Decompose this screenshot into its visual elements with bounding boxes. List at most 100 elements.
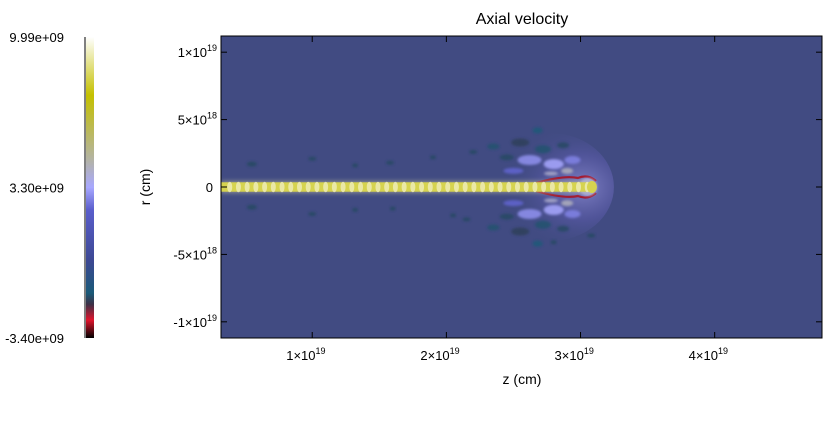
colorbar-labels: 9.99e+09 3.30e+09 -3.40e+09 (5, 30, 64, 346)
bow-shock (535, 189, 597, 199)
eddy (557, 142, 570, 149)
colorbar-tick-label: 3.30e+09 (9, 180, 64, 195)
jet-knot (549, 181, 555, 193)
jet-knot (436, 181, 442, 193)
eddy (561, 167, 574, 174)
jet-knot (541, 181, 547, 193)
jet-knot (462, 181, 468, 193)
y-tick-label: 5×1018 (178, 111, 217, 128)
colorbar-tick-label: -3.40e+09 (5, 331, 64, 346)
eddy (499, 154, 514, 161)
y-tick-label: 0 (206, 180, 213, 195)
eddy (246, 204, 257, 210)
jet-knot (401, 181, 407, 193)
jet-knot (384, 181, 390, 193)
x-tick-label: 2×1019 (420, 346, 459, 363)
x-tick-label: 4×1019 (689, 346, 728, 363)
jet-knot (279, 181, 285, 193)
eddy (534, 145, 551, 154)
y-axis-label: r (cm) (137, 169, 153, 206)
x-tick-label: 1×1019 (286, 346, 325, 363)
jet-knot (235, 181, 241, 193)
colorbar: 9.99e+09 3.30e+09 -3.40e+09 (5, 30, 94, 346)
eddy (557, 225, 570, 232)
jet-knot (270, 181, 276, 193)
jet-knot (523, 181, 529, 193)
eddy (587, 233, 596, 238)
jet-knot (445, 181, 451, 193)
jet-knot (567, 181, 573, 193)
eddy (308, 211, 317, 216)
eddy (511, 138, 530, 147)
jet-knot (375, 181, 381, 193)
eddy (487, 143, 500, 150)
jet-knot (419, 181, 425, 193)
jet-knot (427, 181, 433, 193)
colorbar-tick-label: 9.99e+09 (9, 30, 64, 45)
jet-knot (331, 181, 337, 193)
jet-knot (288, 181, 294, 193)
y-tick-label: -1×1019 (173, 313, 217, 330)
eddy (534, 220, 551, 229)
heatmap-field (221, 127, 614, 247)
colorbar-gradient (86, 37, 94, 338)
eddy (389, 206, 396, 211)
jet-knot (358, 181, 364, 193)
jet-knot (262, 181, 268, 193)
x-tick-label: 3×1019 (555, 346, 594, 363)
chart-title: Axial velocity (476, 11, 568, 28)
y-axis-ticks: 1×1019 5×1018 0 -5×1018 -1×1019 (173, 43, 822, 330)
eddy (517, 208, 542, 219)
eddy (532, 127, 543, 134)
eddy (352, 207, 359, 212)
jet-knot (349, 181, 355, 193)
eddy (429, 155, 436, 160)
eddy (517, 155, 542, 166)
eddy (544, 198, 559, 203)
jet-knot (392, 181, 398, 193)
eddy (450, 213, 457, 218)
jet-terminal (586, 181, 597, 193)
jet-knot (480, 181, 486, 193)
eddy (543, 159, 564, 170)
jet-knot (453, 181, 459, 193)
jet-knot (296, 181, 302, 193)
eddy (503, 167, 524, 174)
eddy (532, 240, 543, 247)
jet-knot (227, 181, 233, 193)
eddy (511, 227, 530, 236)
jet-knot (497, 181, 503, 193)
plot-area: 1×1019 2×1019 3×1019 4×1019 1×1019 5×1018 0 -5… (173, 35, 823, 363)
bow-shock (535, 175, 597, 185)
eddy (564, 156, 581, 165)
eddy (469, 149, 478, 154)
eddy (246, 161, 257, 167)
eddy (561, 200, 574, 207)
jet-knot (366, 181, 372, 193)
eddy (503, 200, 524, 207)
jet-knot (305, 181, 311, 193)
y-tick-label: -5×1018 (173, 245, 217, 262)
jet-knot (340, 181, 346, 193)
eddy (352, 163, 359, 168)
jet-knot (244, 181, 250, 193)
jet-knot (488, 181, 494, 193)
eddy (462, 217, 471, 222)
jet-beam (221, 182, 594, 192)
eddy (386, 160, 395, 165)
jet-knot (514, 181, 520, 193)
jet-knot (253, 181, 259, 193)
jet-knot (410, 181, 416, 193)
x-axis-label: z (cm) (503, 371, 542, 387)
jet-knot (532, 181, 538, 193)
jet-knot (471, 181, 477, 193)
jet-knot (558, 181, 564, 193)
eddy (544, 171, 559, 176)
jet-knot (506, 181, 512, 193)
eddy (499, 213, 514, 220)
eddy (308, 156, 317, 161)
jet-knot (576, 181, 582, 193)
eddy (487, 224, 500, 231)
eddy (564, 209, 581, 218)
